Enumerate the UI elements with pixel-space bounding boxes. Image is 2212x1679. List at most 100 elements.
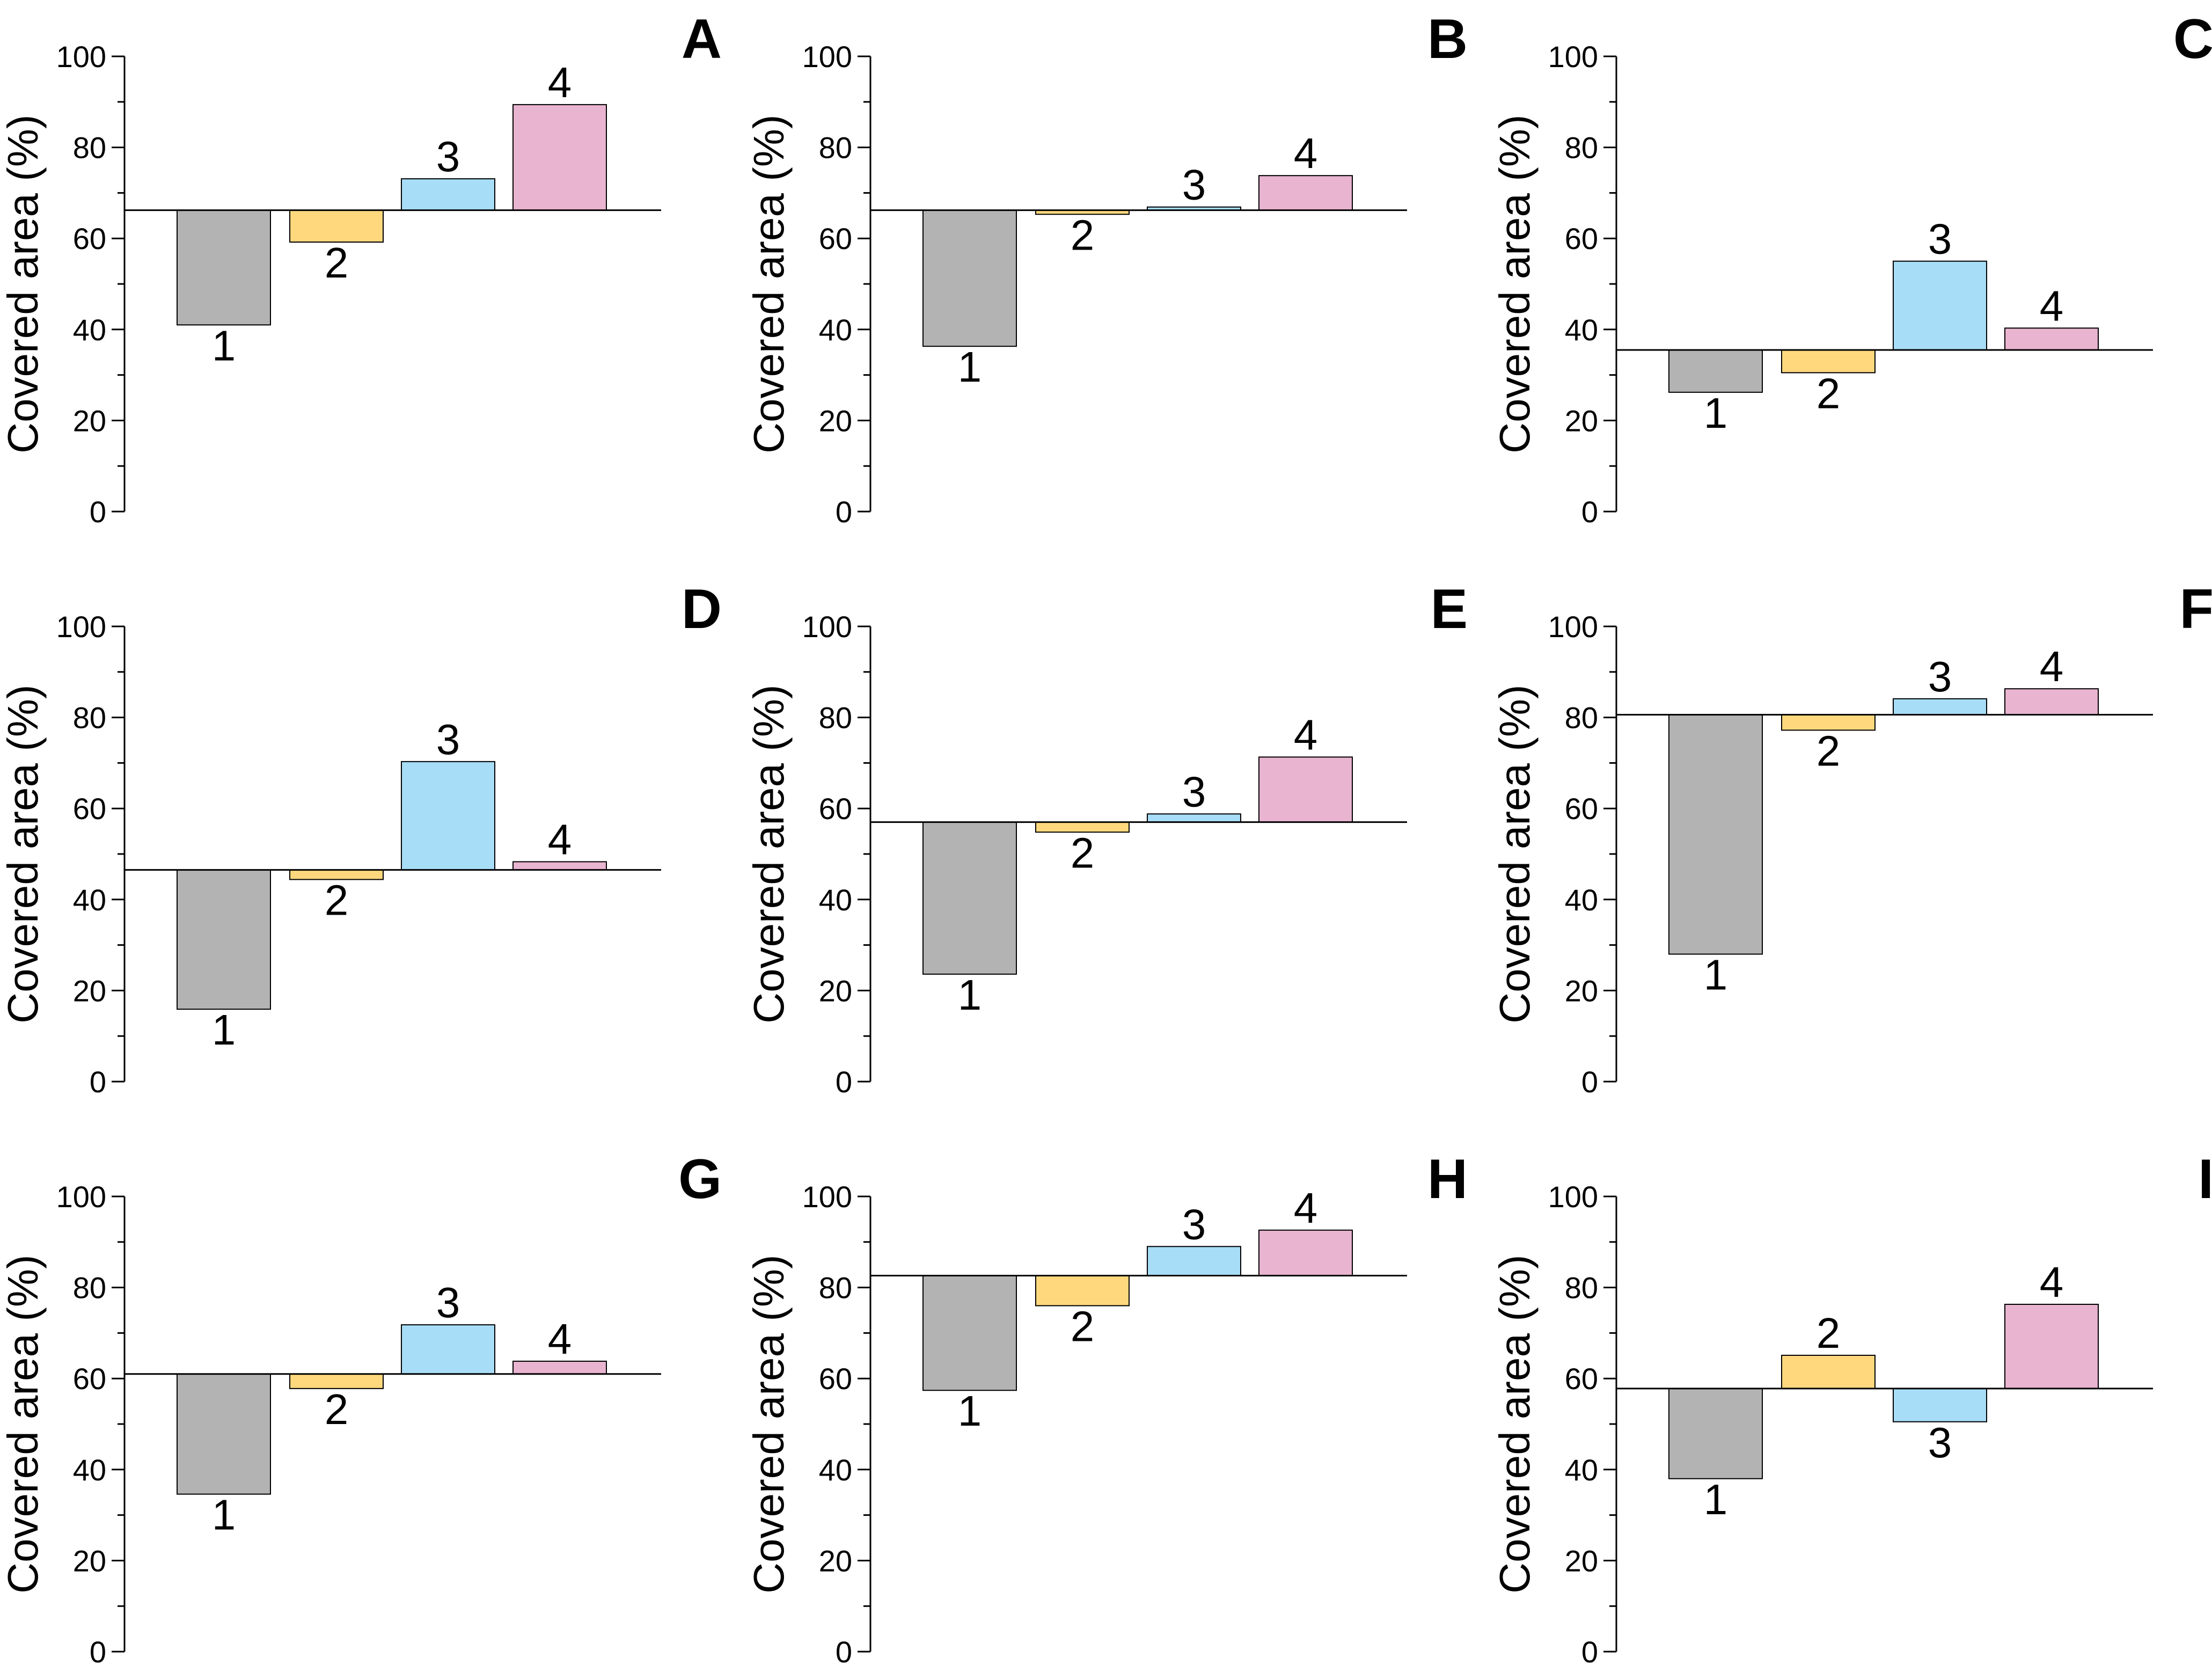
panel-c: 0 20 40 60 80 100 Covered area (%) 1 2 3 4 C — [1491, 8, 2212, 529]
bar-label: 2 — [325, 239, 349, 287]
y-tick-label: 40 — [1565, 883, 1598, 917]
y-tick-label: 100 — [1548, 40, 1598, 74]
y-tick-label: 20 — [1565, 974, 1598, 1008]
y-tick-label: 60 — [1565, 1362, 1598, 1396]
bar-label: 3 — [1928, 1419, 1952, 1466]
bar-label: 1 — [1704, 1476, 1728, 1523]
y-tick-label: 0 — [1581, 495, 1598, 529]
y-tick-label: 100 — [56, 40, 106, 74]
panel-letter: B — [1427, 8, 1468, 70]
panel-letter: I — [2198, 1148, 2212, 1210]
y-axis-title: Covered area (%) — [745, 1254, 793, 1593]
y-tick-label: 40 — [73, 883, 106, 917]
y-tick-label: 80 — [1565, 131, 1598, 165]
y-tick-label: 20 — [73, 974, 106, 1008]
bar-label: 4 — [1294, 1184, 1318, 1232]
panel-letter: F — [2179, 578, 2212, 640]
bar-label: 4 — [2040, 1258, 2064, 1306]
y-tick-label: 80 — [1565, 701, 1598, 735]
y-tick-label: 0 — [836, 495, 852, 529]
bar-label: 1 — [958, 343, 982, 391]
y-tick-label: 0 — [90, 1065, 106, 1099]
bar-label: 4 — [548, 815, 572, 863]
panel-a: 0 20 40 60 80 100 Covered area (%) 1 2 3 4 A — [0, 8, 722, 529]
bar-1 — [922, 1275, 1017, 1391]
y-axis-title: Covered area (%) — [1491, 114, 1539, 453]
bar-3 — [1147, 1246, 1241, 1276]
bar-label: 3 — [1928, 215, 1952, 263]
y-tick-label: 40 — [73, 313, 106, 347]
bar-label: 3 — [436, 1279, 460, 1326]
y-tick-label: 20 — [1565, 1544, 1598, 1578]
y-tick-label: 100 — [1548, 610, 1598, 644]
panel-letter: H — [1427, 1148, 1468, 1210]
y-tick-label: 80 — [1565, 1271, 1598, 1305]
bar-1 — [177, 209, 271, 326]
bar-label: 4 — [2040, 643, 2064, 690]
bar-label: 2 — [1071, 829, 1095, 877]
bar-1 — [1668, 1388, 1763, 1479]
bar-4 — [1258, 175, 1353, 211]
bar-label: 2 — [325, 1385, 349, 1433]
y-tick-label: 100 — [802, 40, 852, 74]
y-tick-label: 40 — [73, 1453, 106, 1487]
bar-1 — [1668, 349, 1763, 393]
y-tick-label: 20 — [819, 1544, 852, 1578]
y-tick-label: 0 — [836, 1065, 852, 1099]
y-axis-title: Covered area (%) — [0, 114, 47, 453]
bar-label: 4 — [548, 59, 572, 106]
y-tick-label: 60 — [1565, 222, 1598, 256]
bar-3 — [1893, 260, 1987, 351]
y-tick-label: 40 — [1565, 313, 1598, 347]
bar-label: 2 — [1817, 727, 1841, 775]
y-axis-title: Covered area (%) — [745, 114, 793, 453]
bar-label: 1 — [958, 971, 982, 1019]
bar-label: 1 — [212, 322, 236, 369]
bar-1 — [922, 209, 1017, 347]
y-tick-label: 60 — [819, 222, 852, 256]
y-tick-label: 80 — [73, 701, 106, 735]
bar-label: 3 — [436, 133, 460, 180]
bar-label: 2 — [1071, 211, 1095, 259]
bar-label: 2 — [325, 876, 349, 924]
y-tick-label: 80 — [819, 701, 852, 735]
bar-4 — [1258, 1229, 1353, 1276]
panel-f: 0 20 40 60 80 100 Covered area (%) 1 2 3 4 F — [1491, 578, 2212, 1099]
panel-i: 0 20 40 60 80 100 Covered area (%) 1 2 3 4 I — [1491, 1148, 2212, 1669]
bar-4 — [1258, 756, 1353, 823]
y-tick-label: 60 — [73, 792, 106, 826]
y-tick-label: 100 — [56, 1180, 106, 1214]
y-axis-title: Covered area (%) — [745, 684, 793, 1023]
bar-3 — [1893, 698, 1987, 716]
bar-label: 2 — [1071, 1303, 1095, 1350]
bar-4 — [512, 1360, 607, 1375]
y-tick-label: 100 — [802, 610, 852, 644]
bar-2 — [289, 1373, 384, 1389]
bar-label: 3 — [1928, 653, 1952, 700]
bar-2 — [289, 209, 384, 243]
bar-4 — [512, 104, 607, 211]
bar-3 — [401, 1324, 495, 1375]
bar-4 — [2004, 327, 2099, 351]
bar-label: 1 — [212, 1006, 236, 1054]
y-tick-label: 0 — [836, 1635, 852, 1669]
y-tick-label: 60 — [1565, 792, 1598, 826]
y-tick-label: 80 — [73, 131, 106, 165]
y-tick-label: 20 — [73, 404, 106, 437]
bar-label: 4 — [1294, 129, 1318, 177]
y-tick-label: 0 — [1581, 1635, 1598, 1669]
y-tick-label: 80 — [819, 1271, 852, 1305]
y-tick-label: 60 — [73, 1362, 106, 1396]
y-tick-label: 40 — [819, 313, 852, 347]
bar-3 — [401, 761, 495, 871]
bar-label: 1 — [958, 1387, 982, 1435]
y-tick-label: 80 — [73, 1271, 106, 1305]
y-tick-label: 40 — [819, 883, 852, 917]
bar-label: 1 — [212, 1491, 236, 1539]
bar-3 — [401, 178, 495, 211]
y-tick-label: 60 — [819, 1362, 852, 1396]
bar-label: 3 — [1182, 161, 1206, 209]
panel-g: 0 20 40 60 80 100 Covered area (%) 1 2 3 4 G — [0, 1148, 722, 1669]
bar-label: 4 — [548, 1315, 572, 1363]
